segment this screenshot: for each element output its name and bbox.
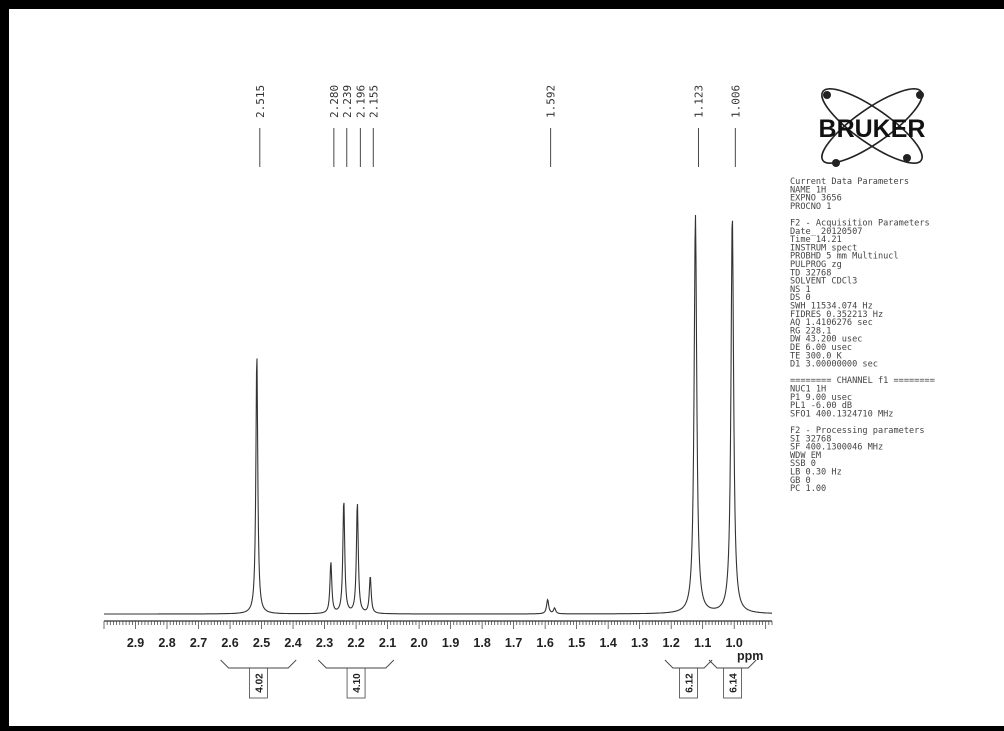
spectrum-line [104,214,772,615]
parameter-line: SSB 0 [790,459,816,469]
x-axis-unit-label: ppm [737,649,763,663]
peak-label: 2.196 [354,85,367,118]
integrals: 4.02 4.10 6.12 6.14 [220,659,757,699]
integral-value: 4.02 [254,673,265,693]
parameter-line: FIDRES 0.352213 Hz [790,310,883,320]
parameter-line: DW 43.200 usec [790,335,862,345]
logo-electron-3 [832,159,840,167]
x-tick-label: 1.8 [473,636,490,650]
x-tick-label: 1.1 [694,636,711,650]
integral-value-box [346,667,366,699]
parameter-line: SI 32768 [790,434,831,444]
bruker-logo: BRUKER [819,88,926,167]
x-tick-label: 2.3 [316,636,333,650]
parameter-line: PROBHD 5 mm Multinucl [790,252,899,262]
parameter-line: TD 32768 [790,268,831,278]
parameter-line: Time 14.21 [790,235,842,245]
x-tick-label: 2.9 [127,636,144,650]
integral-value: 6.12 [685,673,696,693]
parameter-line: NUC1 1H [790,385,826,395]
x-tick-label: 2.7 [190,636,207,650]
peak-label: 1.592 [545,85,558,118]
parameter-line: SF 400.1300046 MHz [790,443,883,453]
x-tick-label: 1.9 [442,636,459,650]
parameter-line: AQ 1.4106276 sec [790,318,873,328]
logo-text: BRUKER [819,115,926,143]
x-tick-label: 1.7 [505,636,522,650]
parameter-line: NAME 1H [790,185,826,195]
parameter-line: PULPROG zg [790,260,842,270]
x-tick-label: 1.5 [568,636,585,650]
parameter-line: Current Data Parameters [790,177,909,187]
parameter-line: PC 1.00 [790,484,826,494]
spectrum-trace-layer [104,214,772,615]
peak-label: 2.155 [367,85,380,118]
parameter-line: F2 - Acquisition Parameters [790,219,930,229]
x-tick-label: 2.0 [410,636,427,650]
peak-label: 2.280 [328,85,341,118]
integral-bracket [220,659,297,669]
x-tick-label: 1.6 [536,636,553,650]
parameter-line: D1 3.00000000 sec [790,360,878,370]
parameter-line: LB 0.30 Hz [790,468,842,478]
x-axis: 2.9 2.8 2.7 2.6 2.5 2.4 2.3 2.2 2.1 2.0 1.9 1.8 1.7 1… [103,620,773,650]
parameter-line: EXPNO 3656 [790,194,842,204]
x-tick-label: 2.8 [158,636,175,650]
parameter-line: DE 6.00 usec [790,343,852,353]
parameter-line: WDW EM [790,451,821,461]
parameter-line: SFO1 400.1324710 MHz [790,409,893,419]
parameter-line: PL1 -6.00 dB [790,401,852,411]
x-tick-label: 2.1 [379,636,396,650]
x-tick-label: 2.2 [347,636,364,650]
integral-value-box [723,667,743,699]
integral-bracket [664,659,713,669]
integral-value: 4.10 [352,673,363,693]
parameter-line: SWH 11534.074 Hz [790,302,873,312]
peak-label: 1.123 [692,85,705,118]
logo-electron-4 [903,154,911,162]
parameter-line: ======== CHANNEL f1 ======== [790,376,935,386]
integral-value-box [679,667,698,699]
logo-orbit-1 [821,88,923,164]
logo-electron-1 [823,91,831,99]
x-tick-label: 1.2 [662,636,679,650]
parameter-line: TE 300.0 K [790,351,843,361]
x-tick-label: 1.3 [631,636,648,650]
parameter-line: GB 0 [790,476,811,486]
parameter-line: DS 0 [790,293,811,303]
peak-label: 1.006 [729,85,742,118]
x-tick-label: 1.0 [725,636,742,650]
peak-label: 2.239 [341,85,354,118]
logo-electron-2 [916,91,924,99]
x-tick-label: 2.4 [284,636,301,650]
x-tick-label: 2.6 [221,636,238,650]
parameter-line: F2 - Processing parameters [790,426,925,436]
parameter-line: NS 1 [790,285,811,295]
parameter-line: PROCNO 1 [790,202,831,212]
parameter-line: INSTRUM spect [790,243,857,253]
parameter-line: P1 9.00 usec [790,393,852,403]
integral-value: 6.14 [729,673,740,693]
parameter-line: RG 228.1 [790,326,831,336]
integral-value-box [248,667,268,699]
integral-bracket [317,659,395,669]
x-tick-label: 1.4 [599,636,616,650]
peak-label: 2.515 [254,85,267,118]
parameter-line: SOLVENT CDCl3 [790,277,857,287]
x-tick-label: 2.5 [253,636,270,650]
parameter-line: Date_ 20120507 [790,227,862,237]
peak-labels: 2.515 2.280 2.239 2.196 2.155 1.592 1.123 1.006 [254,85,742,167]
